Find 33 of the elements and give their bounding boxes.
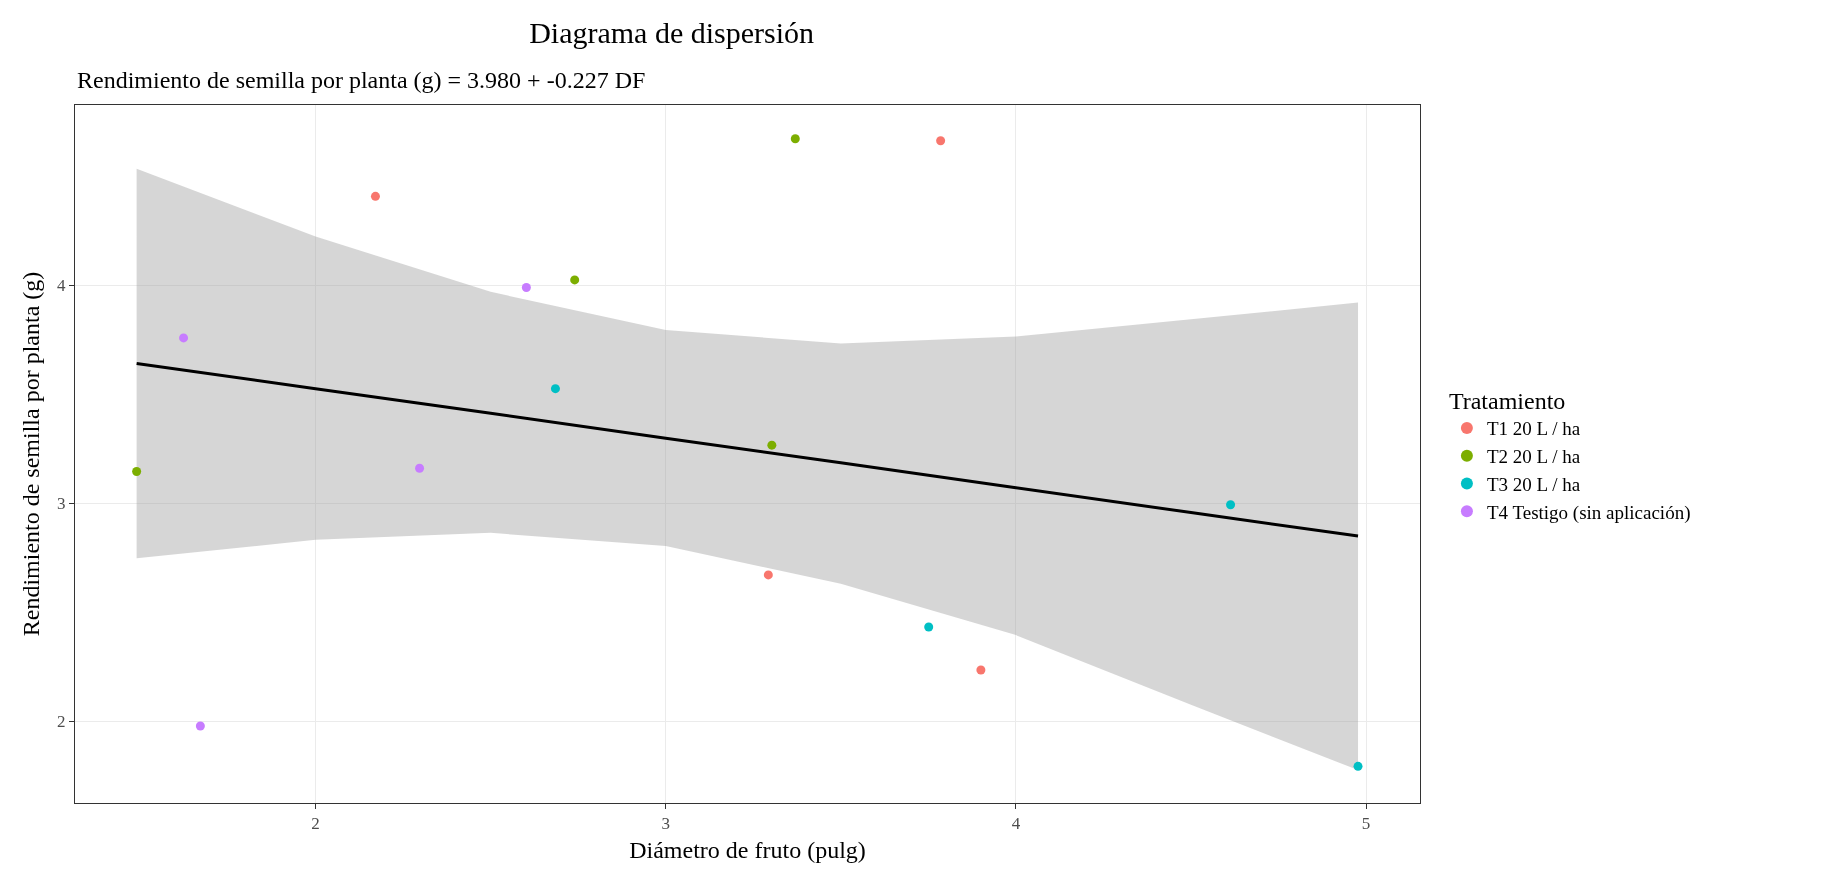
point [550,384,560,394]
legend-title: Tratamiento [1448,388,1566,415]
chart-subtitle: Rendimiento de semilla por planta (g) = 3.980 + -0.227 DF [77,67,646,93]
x-tick-label: 2 [311,814,320,834]
y-tick-label: 2 [57,712,66,732]
line-series [135,361,1360,538]
legend-label: T1 20 L / ha [1486,418,1581,440]
x-tick-label: 4 [1011,814,1021,834]
legend-label: T2 20 L / ha [1486,446,1581,468]
x-axis-title: Diámetro de fruto (pulg) [629,836,866,863]
chart-title: Diagrama de dispersión [529,15,815,49]
point [179,333,189,343]
point [790,134,800,144]
point [1353,761,1363,771]
y-tick-label: 4 [57,276,67,296]
point [976,665,986,675]
x-tick-label: 5 [1361,814,1371,834]
point [936,136,946,146]
point [521,283,531,293]
y-tick-label: 3 [57,494,66,514]
point [1226,500,1236,510]
legend-label: T3 20 L / ha [1486,473,1581,495]
point [924,622,934,632]
point [767,440,777,450]
legend-label: T4 Testigo (sin aplicación) [1486,501,1691,524]
point [570,275,580,285]
point [132,467,142,477]
point [763,570,773,580]
point [415,463,425,473]
point [195,721,205,731]
x-tick-label: 3 [661,814,670,834]
y-axis-title: Rendimiento de semilla por planta (g) [18,271,45,637]
point [370,191,380,201]
